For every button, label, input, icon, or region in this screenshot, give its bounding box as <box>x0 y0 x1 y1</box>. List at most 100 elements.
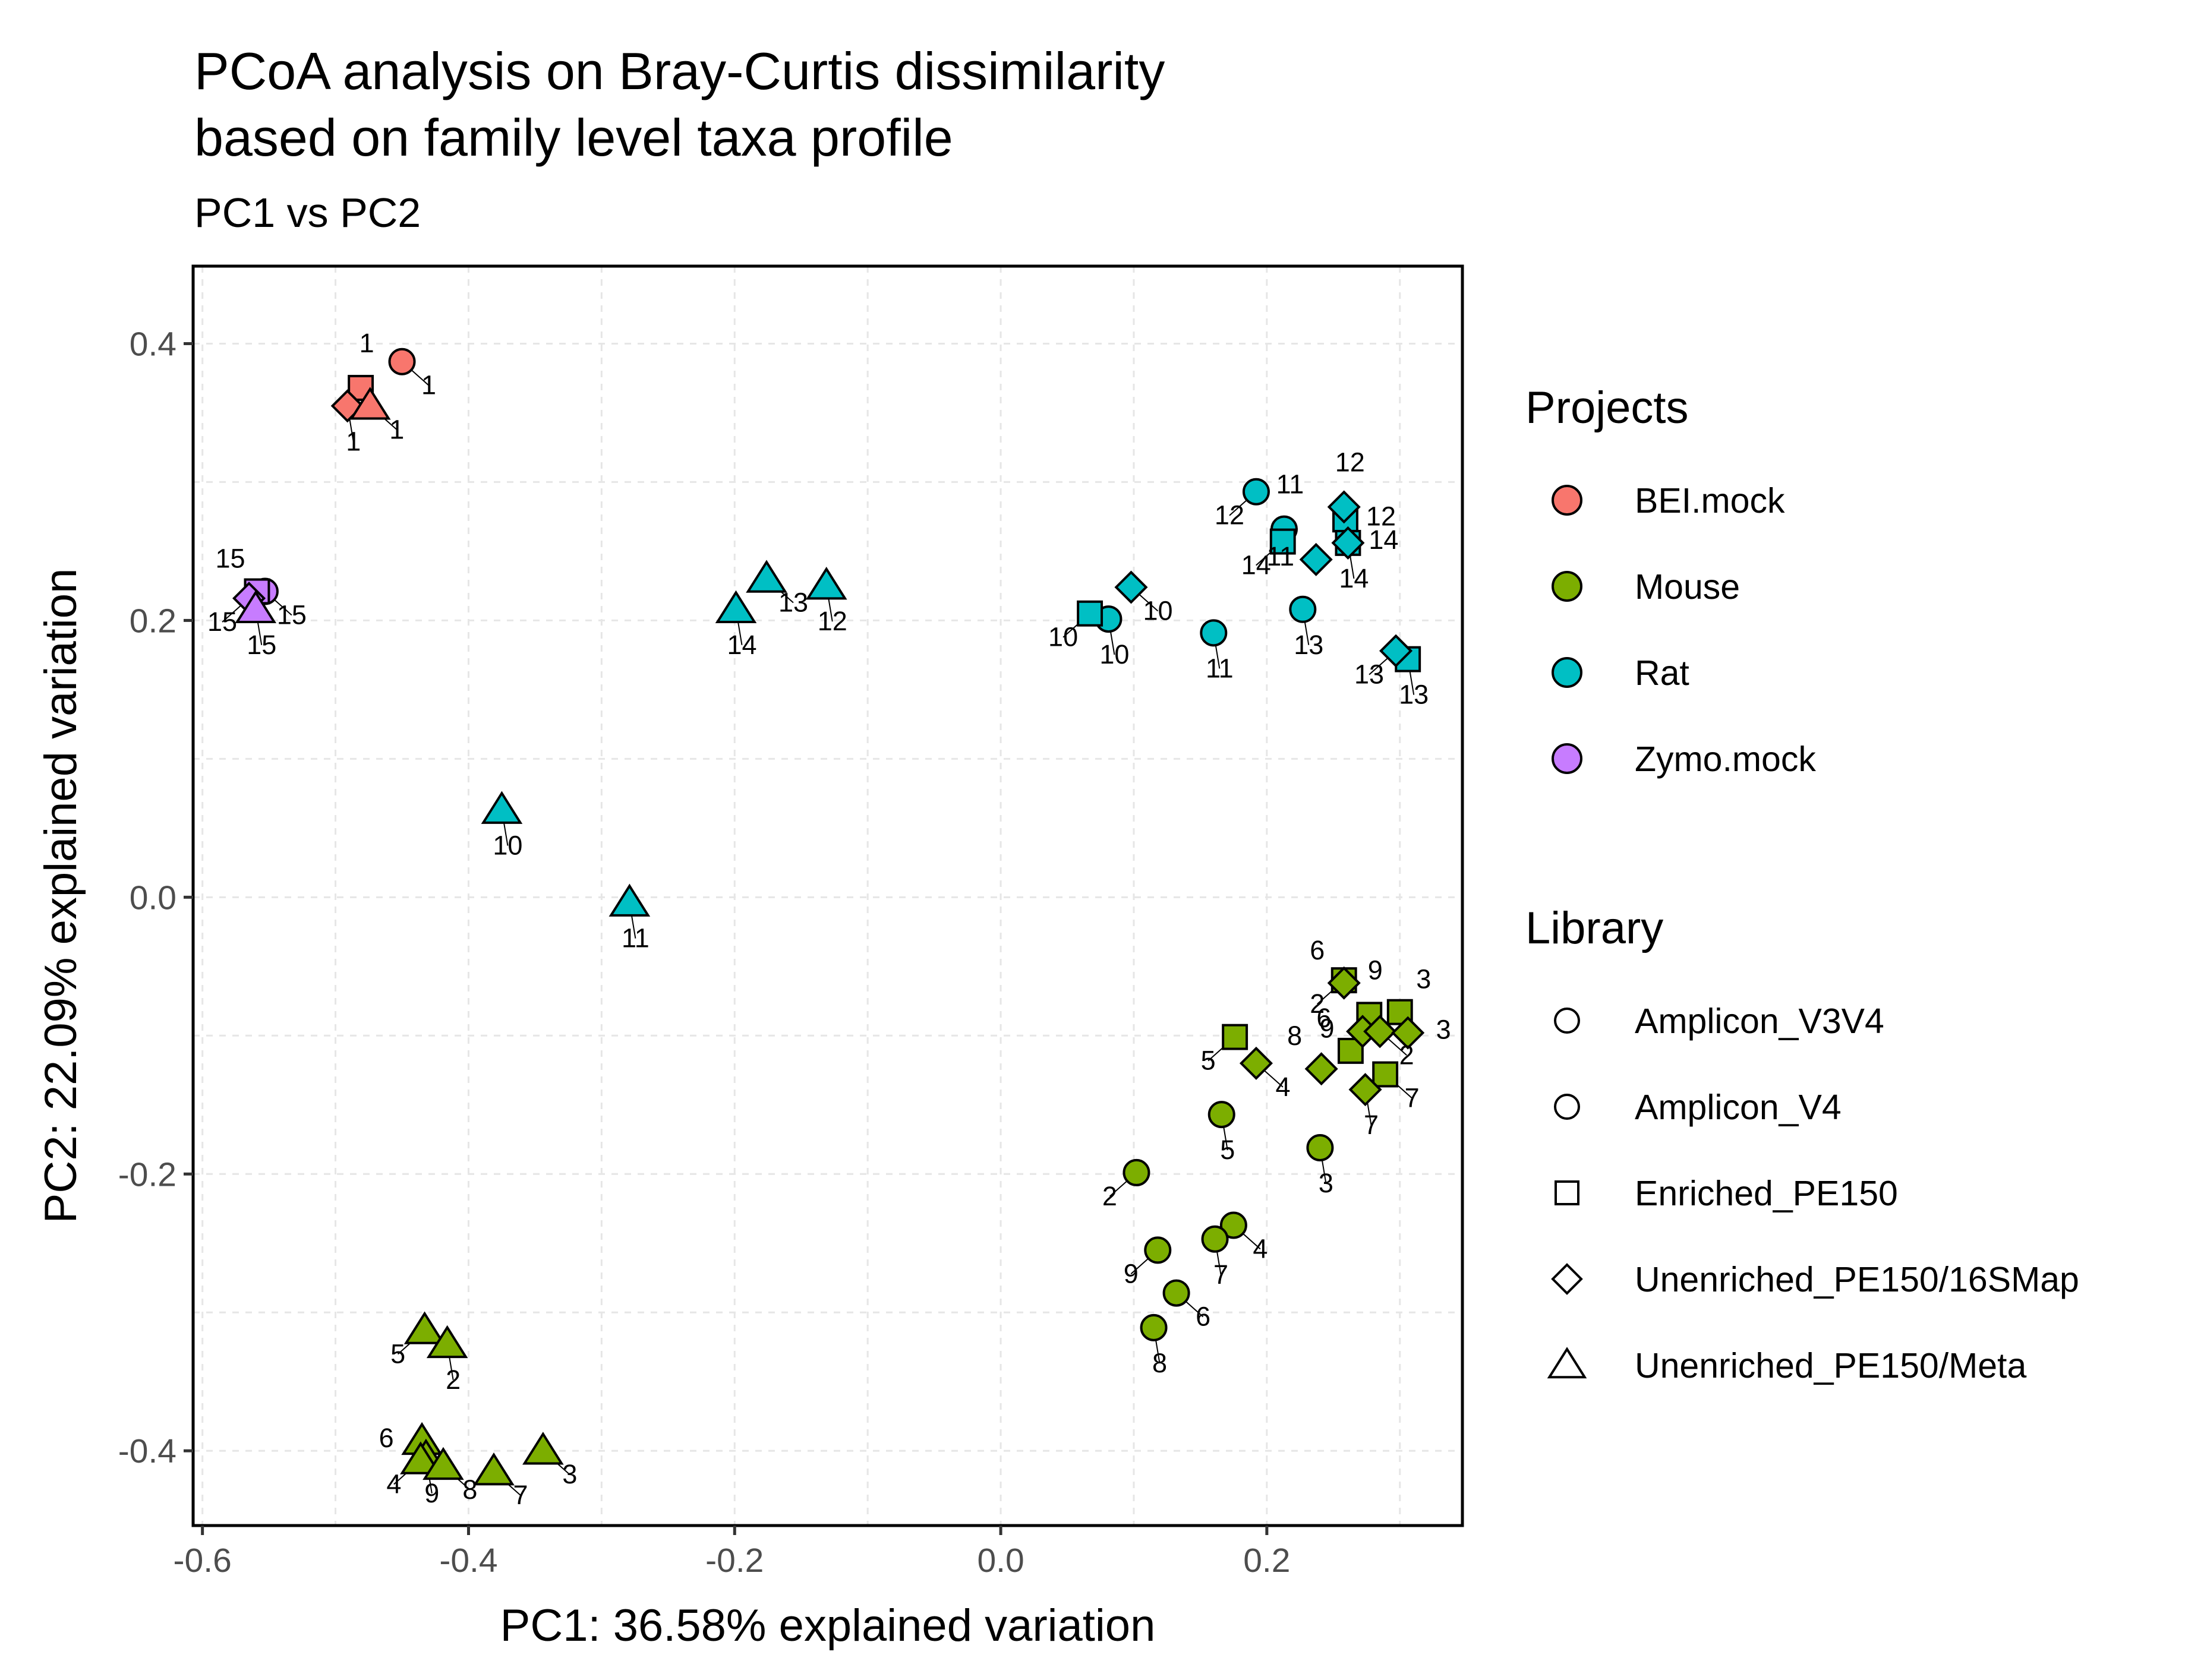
y-tick-label: -0.4 <box>118 1432 176 1470</box>
legend-key-shape <box>1551 1263 1583 1295</box>
legend-title-library: Library <box>1525 903 1663 953</box>
point-label: 6 <box>1310 935 1325 965</box>
data-point <box>1123 1158 1150 1186</box>
point-label: 6 <box>1196 1302 1210 1332</box>
data-point <box>423 1447 464 1480</box>
point-label: 1 <box>389 414 404 444</box>
x-tick-label: -0.2 <box>705 1542 764 1580</box>
point-label: 3 <box>562 1459 577 1489</box>
data-point <box>1327 966 1361 1000</box>
point-label: 15 <box>215 543 245 573</box>
chart-subtitle: PC1 vs PC2 <box>194 190 421 236</box>
data-point <box>1162 1279 1190 1307</box>
data-point <box>400 1441 442 1474</box>
point-label: 7 <box>1364 1110 1379 1140</box>
data-point <box>1207 1101 1235 1129</box>
point-label: 13 <box>1354 659 1384 690</box>
x-tick-label: 0.2 <box>1243 1542 1290 1580</box>
data-point <box>235 590 277 624</box>
data-point <box>608 883 651 917</box>
point-label: 13 <box>778 588 808 618</box>
x-tick-label: 0.0 <box>977 1542 1024 1580</box>
y-axis-title: PC2: 22.09% explained variation <box>36 569 86 1224</box>
label-leader-lines <box>222 361 1415 1496</box>
x-axis-title: PC1: 36.58% explained variation <box>500 1600 1156 1651</box>
chart-title-line-2: based on family level taxa profile <box>194 108 953 167</box>
point-label: 12 <box>1366 501 1396 531</box>
data-point <box>522 1432 564 1465</box>
point-label: 11 <box>622 923 649 953</box>
point-label: 8 <box>1287 1021 1302 1051</box>
point-label: 10 <box>1048 622 1078 652</box>
point-label: 9 <box>424 1478 439 1508</box>
data-point <box>1219 1211 1247 1239</box>
data-point <box>715 590 757 624</box>
data-point <box>1201 1225 1229 1253</box>
data-point <box>1304 1052 1338 1086</box>
legend-label: BEI.mock <box>1635 481 1785 520</box>
chart-title-line-1: PCoA analysis on Bray-Curtis dissimilari… <box>194 42 1165 100</box>
data-point <box>1144 1236 1172 1264</box>
point-label: 14 <box>1339 563 1369 593</box>
point-label: 12 <box>1335 447 1365 477</box>
legend-key-shape <box>1547 1347 1587 1379</box>
data-point <box>1299 542 1333 576</box>
point-label: 2 <box>1310 989 1325 1019</box>
point-label: 11 <box>1266 541 1294 571</box>
axes: -0.6 -0.4 -0.2 0.0 0.2 -0.4 -0.2 0.0 0.2 0.4 <box>118 325 1291 1580</box>
point-label: 1 <box>360 328 374 358</box>
data-point <box>1363 1015 1397 1049</box>
point-label: 7 <box>513 1480 528 1510</box>
legend-label: Amplicon_V4 <box>1635 1088 1842 1127</box>
point-label: 14 <box>1369 525 1398 555</box>
data-point <box>1289 595 1317 623</box>
data-point <box>388 348 416 375</box>
y-tick-label: 0.0 <box>130 879 176 917</box>
point-label: 7 <box>1213 1259 1228 1290</box>
point-label: 15 <box>247 630 276 660</box>
data-points <box>232 348 1425 1486</box>
point-label: 5 <box>1220 1135 1235 1165</box>
legend-key-shape <box>1554 1094 1580 1120</box>
data-point <box>805 567 847 600</box>
data-point <box>1269 528 1296 555</box>
point-label: 5 <box>1201 1046 1216 1076</box>
point-label: 7 <box>1405 1083 1420 1113</box>
data-point <box>426 1325 468 1359</box>
y-tick-label: 0.2 <box>130 602 176 640</box>
data-point <box>1327 490 1361 524</box>
y-tick-label: -0.2 <box>118 1155 176 1193</box>
point-label: 6 <box>1316 1003 1331 1033</box>
point-label: 9 <box>1124 1258 1139 1289</box>
y-tick-label: 0.4 <box>130 325 176 363</box>
legend-label: Zymo.mock <box>1635 740 1816 779</box>
point-label: 3 <box>1416 964 1431 994</box>
point-label: 2 <box>446 1365 461 1395</box>
data-point <box>1242 478 1270 506</box>
data-point <box>1140 1313 1168 1341</box>
point-label: 13 <box>1399 680 1429 710</box>
data-point <box>1372 1061 1399 1088</box>
legend-label: Mouse <box>1635 567 1740 607</box>
legend-key-zymo-mock <box>1552 743 1582 774</box>
data-point <box>1391 1016 1425 1050</box>
legend-key-shape <box>1555 1180 1579 1205</box>
point-label: 1 <box>346 426 361 456</box>
point-label: 15 <box>277 599 307 630</box>
point-label: 3 <box>1319 1168 1333 1198</box>
legend-key-bei-mock <box>1552 485 1582 516</box>
point-label: 10 <box>1099 639 1129 670</box>
legend-label: Unenriched_PE150/16SMap <box>1635 1260 2079 1299</box>
legend-title-projects: Projects <box>1525 383 1689 433</box>
point-label: 12 <box>1215 500 1244 530</box>
data-point <box>1077 600 1103 627</box>
point-label: 3 <box>1436 1015 1451 1045</box>
point-label: 4 <box>1275 1072 1290 1102</box>
data-point <box>1331 526 1365 560</box>
point-label: 1 <box>421 370 436 400</box>
point-label: 4 <box>1253 1233 1268 1264</box>
x-tick-label: -0.6 <box>174 1542 232 1580</box>
legend-key-shape <box>1554 1008 1580 1034</box>
